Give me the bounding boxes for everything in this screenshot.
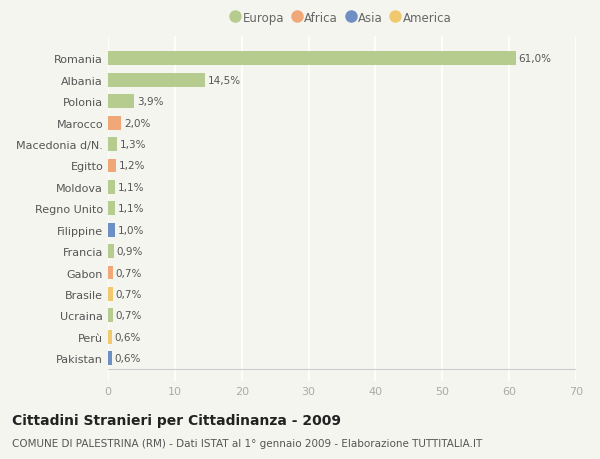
Text: 1,1%: 1,1% [118, 183, 145, 192]
Bar [108, 180, 115, 195]
Bar [108, 138, 116, 152]
Bar [108, 159, 116, 173]
Bar [108, 287, 113, 301]
Text: 0,6%: 0,6% [115, 332, 141, 342]
Bar [108, 95, 134, 109]
Legend: Europa, Africa, Asia, America: Europa, Africa, Asia, America [229, 8, 455, 28]
Text: 0,6%: 0,6% [115, 353, 141, 364]
Text: 1,3%: 1,3% [119, 140, 146, 150]
Bar [108, 74, 205, 88]
Bar [108, 352, 112, 365]
Text: 2,0%: 2,0% [124, 118, 151, 129]
Text: 1,1%: 1,1% [118, 204, 145, 214]
Text: 0,7%: 0,7% [115, 311, 142, 321]
Text: 14,5%: 14,5% [208, 76, 241, 86]
Bar [108, 52, 516, 66]
Bar [108, 117, 121, 130]
Text: COMUNE DI PALESTRINA (RM) - Dati ISTAT al 1° gennaio 2009 - Elaborazione TUTTITA: COMUNE DI PALESTRINA (RM) - Dati ISTAT a… [12, 438, 482, 448]
Text: 3,9%: 3,9% [137, 97, 163, 107]
Bar [108, 330, 112, 344]
Text: 0,7%: 0,7% [115, 289, 142, 299]
Text: 1,0%: 1,0% [118, 225, 144, 235]
Bar [108, 223, 115, 237]
Text: Cittadini Stranieri per Cittadinanza - 2009: Cittadini Stranieri per Cittadinanza - 2… [12, 413, 341, 427]
Bar [108, 245, 114, 258]
Bar [108, 202, 115, 216]
Text: 61,0%: 61,0% [518, 54, 551, 64]
Text: 1,2%: 1,2% [119, 161, 145, 171]
Text: 0,7%: 0,7% [115, 268, 142, 278]
Bar [108, 266, 113, 280]
Text: 0,9%: 0,9% [116, 246, 143, 257]
Bar [108, 309, 113, 323]
